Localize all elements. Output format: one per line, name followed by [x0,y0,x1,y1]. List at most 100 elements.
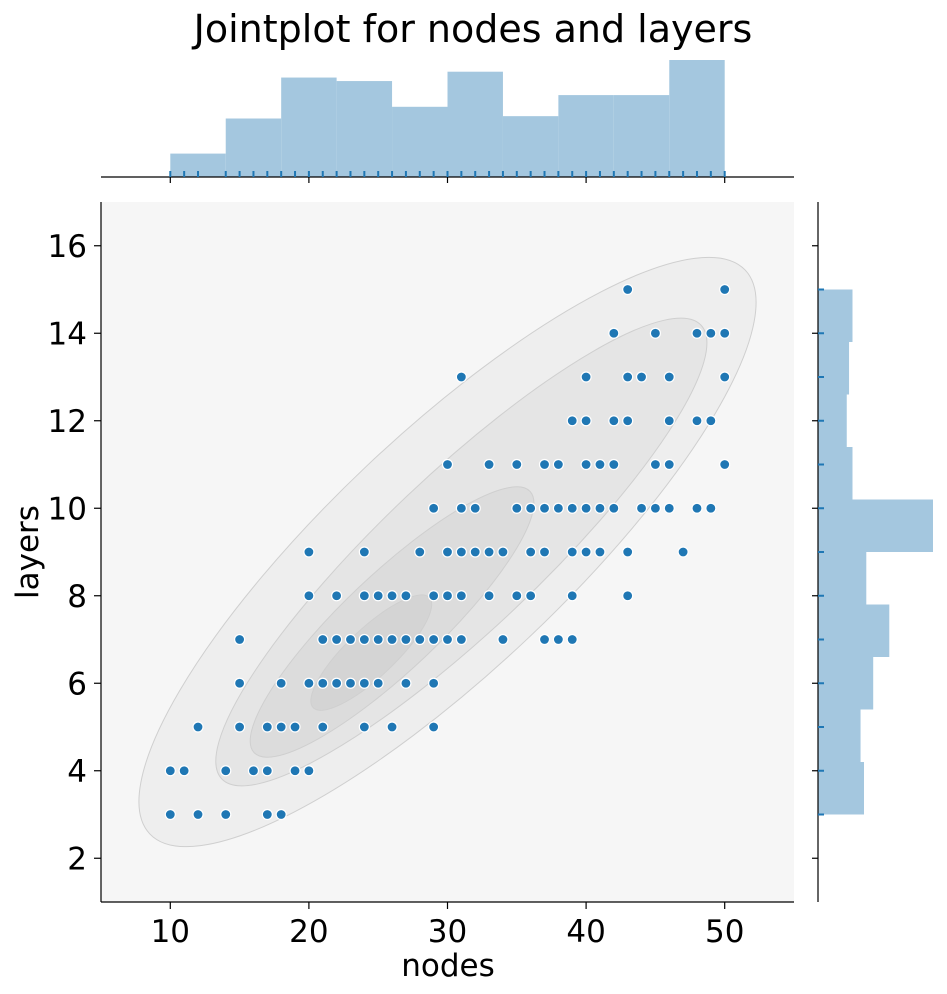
data-point [455,633,467,646]
data-point [331,633,343,646]
data-point [511,502,523,514]
data-point [372,677,384,689]
data-point [511,590,523,602]
data-point [441,458,454,471]
data-point [622,283,634,296]
data-point [164,808,176,821]
marginal-x-bar [502,116,559,177]
data-point [164,765,176,777]
marginal-x-bar [392,106,448,177]
data-point [497,633,509,646]
data-point [303,677,315,689]
marginal-y-bar [818,552,867,605]
data-point [497,546,509,558]
marginal-x-bar [613,95,670,177]
axes: 10 20 30 40 50 2 4 6 8 10 12 14 16 [48,202,794,950]
data-point [455,590,467,602]
data-point [414,633,426,646]
data-point [705,502,717,514]
data-point [455,546,467,558]
marginal-x-histogram [101,60,794,183]
data-point [580,502,592,514]
y-tick-label: 16 [48,229,87,265]
data-point [220,765,232,777]
data-point [566,546,578,558]
data-point [622,546,634,558]
marginal-x-bar [281,77,337,177]
data-point [719,458,731,471]
y-tick-label: 4 [67,754,87,790]
data-point [649,458,662,471]
data-point [261,765,273,777]
data-point [691,415,703,427]
data-point [289,721,301,733]
x-tick-label: 10 [151,914,190,950]
y-tick-label: 8 [67,579,87,615]
data-point [635,371,648,383]
data-point [566,415,578,427]
data-point [663,502,675,514]
data-point [552,633,564,646]
data-point [441,590,454,602]
marginal-y-bar [818,447,853,500]
data-point [303,765,315,777]
data-point [317,677,329,689]
marginal-y-bar [818,762,864,815]
marginal-x-bar [447,71,503,177]
data-point [525,502,537,514]
data-point [428,502,440,514]
data-point [649,502,662,514]
data-point [192,808,204,821]
data-point [234,677,246,689]
data-point [566,502,578,514]
data-point [358,721,370,733]
data-point [538,458,551,471]
data-point [261,808,273,821]
data-point [178,765,190,777]
data-point [538,502,551,514]
data-point [483,546,495,558]
data-point [622,371,634,383]
data-point [289,765,301,777]
marginal-x-bar [336,81,393,177]
data-point [441,633,454,646]
data-point [566,590,578,602]
data-point [705,327,717,339]
scatter-points [164,283,731,821]
data-point [247,765,260,777]
x-tick-label: 50 [705,914,744,950]
data-point [386,590,398,602]
data-point [649,327,662,339]
data-point [234,721,246,733]
data-point [234,633,246,646]
data-point [483,590,495,602]
data-point [608,502,620,514]
data-point [691,327,703,339]
data-point [525,590,537,602]
y-tick-label: 12 [48,404,87,440]
data-point [275,677,287,689]
x-tick-label: 40 [566,914,605,950]
data-point [469,546,481,558]
marginal-y-bar [818,709,861,762]
data-point [428,677,440,689]
data-point [275,808,287,821]
data-point [483,458,495,471]
marginal-x-bar [669,60,725,177]
data-point [275,721,287,733]
data-point [608,415,620,427]
data-point [719,371,731,383]
data-point [372,633,384,646]
marginal-y-bar [818,657,874,710]
data-point [663,371,675,383]
data-point [441,546,454,558]
data-point [428,721,440,733]
data-point [622,415,634,427]
marginal-y-bar [818,342,850,395]
x-axis-label: nodes [401,948,495,984]
data-point [261,721,273,733]
data-point [594,546,606,558]
data-point [358,677,370,689]
data-point [455,502,467,514]
